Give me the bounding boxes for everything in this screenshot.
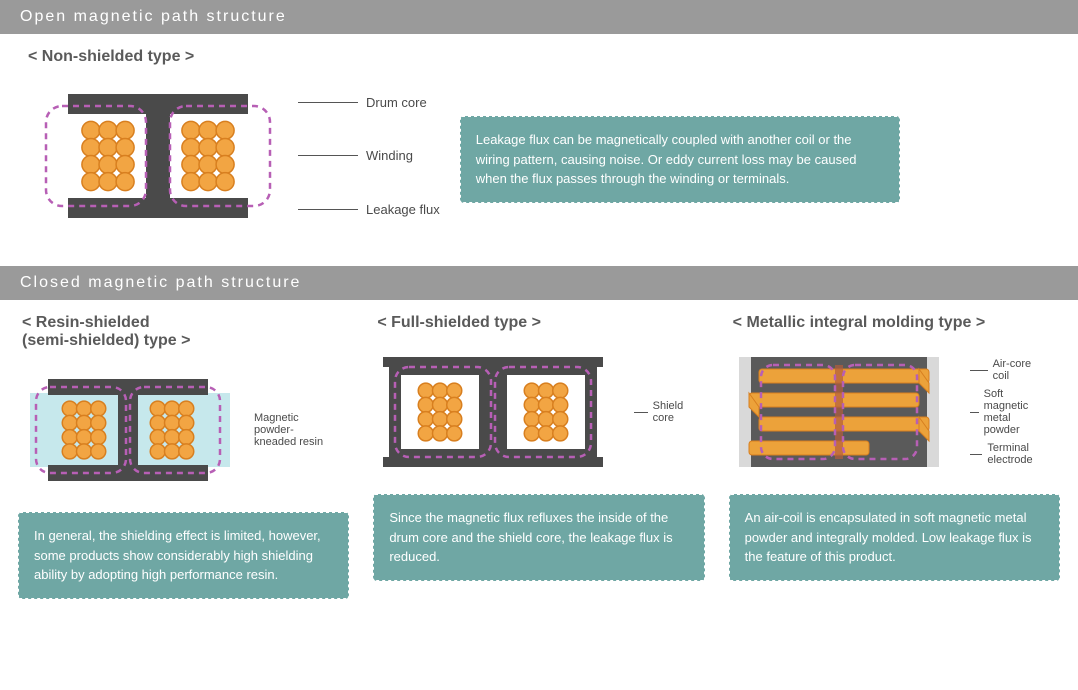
metallic-callout: An air-coil is encapsulated in soft magn… (729, 494, 1060, 581)
full-callout: Since the magnetic flux refluxes the ins… (373, 494, 704, 581)
full-subtitle: < Full-shielded type > (377, 314, 704, 332)
metallic-col: < Metallic integral molding type > Air-c… (729, 300, 1060, 581)
resin-subtitle: < Resin-shielded (semi-shielded) type > (22, 314, 349, 350)
metallic-subtitle: < Metallic integral molding type > (733, 314, 1060, 332)
label-drum-core: Drum core (298, 95, 440, 110)
closed-magnetic-section: Closed magnetic path structure < Resin-s… (0, 266, 1078, 599)
powder-label: Soft magnetic metal powder (984, 388, 1045, 436)
resin-callout: In general, the shielding effect is limi… (18, 512, 349, 599)
terminal-label: Terminal electrode (987, 442, 1044, 466)
section-header-open: Open magnetic path structure (0, 0, 1078, 34)
resin-diagram (18, 365, 248, 495)
resin-label-text: Magnetic powder-kneaded resin (254, 412, 334, 448)
section-header-closed: Closed magnetic path structure (0, 266, 1078, 300)
non-shielded-labels: Drum core Winding Leakage flux (298, 76, 440, 236)
open-magnetic-section: Open magnetic path structure < Non-shiel… (0, 0, 1078, 236)
metallic-side-labels: Air-core coil Soft magnetic metal powder… (965, 352, 1045, 472)
full-shielded-col: < Full-shielded type > Shield core Since… (373, 300, 704, 581)
label-winding: Winding (298, 148, 440, 163)
full-diagram (373, 347, 623, 477)
resin-side-label: Magnetic powder-kneaded resin (254, 406, 334, 454)
leakage-text: Leakage flux (366, 202, 440, 217)
non-shielded-diagram (28, 76, 288, 236)
full-side-label: Shield core (629, 394, 689, 430)
winding-text: Winding (366, 148, 413, 163)
non-shielded-callout: Leakage flux can be magnetically coupled… (460, 116, 900, 203)
metallic-diagram (729, 347, 959, 477)
resin-shielded-col: < Resin-shielded (semi-shielded) type > … (18, 300, 349, 599)
drum-core-text: Drum core (366, 95, 427, 110)
air-core-label: Air-core coil (993, 358, 1045, 382)
full-label-text: Shield core (653, 400, 690, 424)
label-leakage: Leakage flux (298, 202, 440, 217)
non-shielded-subtitle: < Non-shielded type > (28, 48, 1078, 66)
